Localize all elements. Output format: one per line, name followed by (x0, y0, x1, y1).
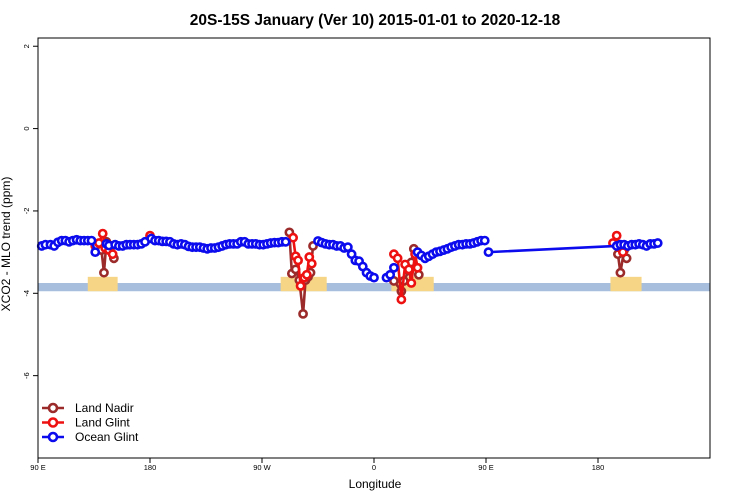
data-point (298, 308, 308, 319)
data-point (611, 230, 622, 241)
data-point (392, 253, 403, 264)
data-point (306, 258, 317, 269)
data-point (295, 280, 306, 291)
series-ocean-glint (36, 233, 663, 283)
axes: 90 E 180 90 W 0 90 E 180 2 0 -2 -4 -6 (22, 37, 711, 472)
y-tick-label: -6 (22, 372, 31, 379)
data-point (280, 236, 291, 247)
x-tick-label: 90 E (478, 463, 493, 472)
legend-item: Land Glint (42, 416, 130, 430)
data-point (652, 238, 663, 248)
y-tick-label: 0 (22, 127, 31, 131)
chart-title: 20S-15S January (Ver 10) 2015-01-01 to 2… (190, 12, 561, 29)
legend-label: Ocean Glint (75, 430, 139, 444)
y-tick-label: 2 (22, 44, 31, 48)
data-point (288, 232, 299, 243)
data-point (479, 235, 490, 246)
data-point (86, 235, 97, 246)
y-axis-label: XCO2 - MLO trend (ppm) (0, 177, 13, 312)
data-point (385, 269, 396, 280)
data-point (301, 269, 312, 280)
x-tick-label: 0 (372, 463, 376, 472)
data-point (107, 249, 118, 260)
legend-item: Land Nadir (42, 401, 134, 415)
data-point (99, 267, 109, 278)
ocean-band (38, 283, 710, 292)
x-tick-label: 90 E (30, 463, 45, 472)
data-point (403, 264, 414, 275)
data-point (412, 262, 423, 273)
data-point (483, 247, 494, 258)
data-point (293, 255, 303, 266)
legend-label: Land Nadir (75, 401, 134, 415)
series-layer (36, 227, 663, 319)
data-point (369, 272, 379, 283)
legend-marker (47, 402, 59, 414)
y-tick-label: -4 (22, 290, 31, 297)
legend-marker (47, 431, 59, 443)
data-point (342, 242, 353, 253)
x-tick-label: 180 (144, 463, 157, 472)
land-band (610, 276, 642, 292)
data-point (389, 262, 399, 273)
data-point (97, 228, 108, 239)
legend-item: Ocean Glint (42, 430, 139, 444)
legend-label: Land Glint (75, 416, 130, 430)
data-point (406, 278, 417, 288)
data-point (615, 267, 626, 278)
data-point (396, 294, 407, 305)
x-tick-label: 180 (592, 463, 605, 472)
land-band (87, 276, 118, 292)
x-tick-label: 90 W (253, 463, 271, 472)
legend-marker (47, 417, 59, 428)
data-point (90, 247, 101, 258)
x-axis-label: Longitude (349, 477, 402, 491)
y-tick-label: -2 (22, 208, 31, 215)
